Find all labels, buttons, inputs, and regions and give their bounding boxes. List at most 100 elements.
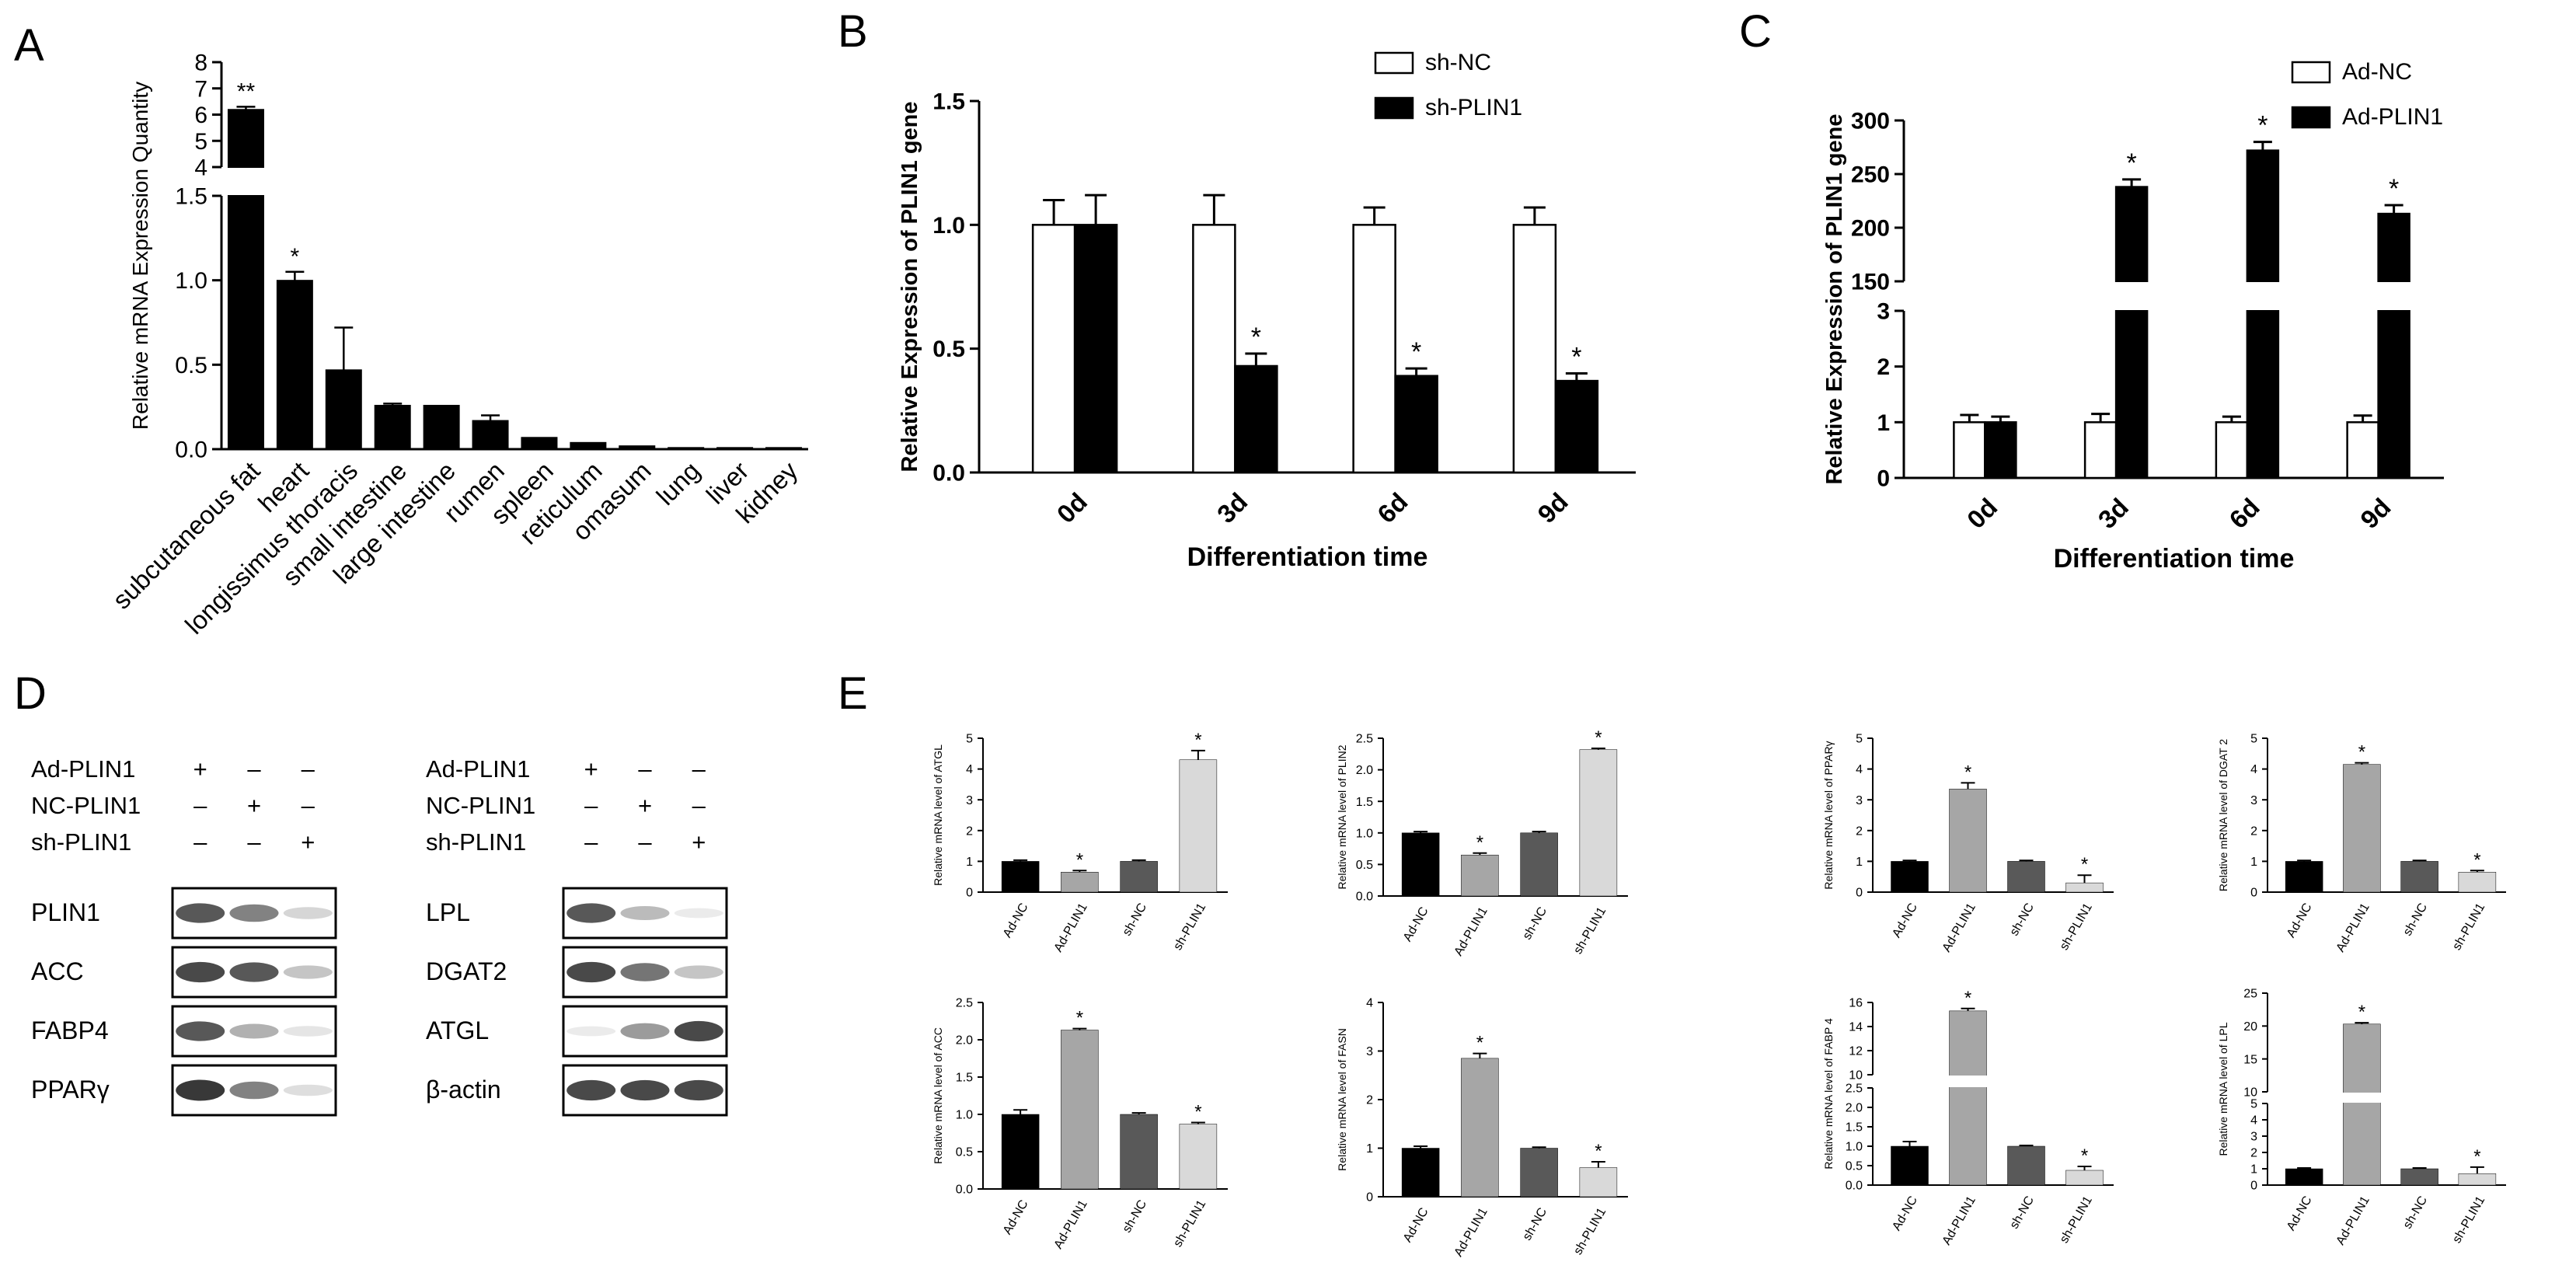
y-tick-label: 3 (1856, 794, 1863, 807)
significance-marker: * (1964, 762, 1971, 783)
y-tick-label: 2 (1877, 354, 1890, 380)
protein-label: PPARγ (31, 1076, 110, 1103)
y-tick-label: 4 (2250, 763, 2257, 776)
y-tick-label: 3 (1366, 1045, 1373, 1058)
y-tick-label: 1.0 (1846, 1141, 1863, 1154)
y-tick-label: 0 (1856, 887, 1863, 900)
y-tick-label: 2 (966, 825, 973, 838)
y-tick-label: 4 (1856, 763, 1863, 776)
y-axis-label: Relative mRNA level of ATGL (932, 744, 944, 886)
x-tick-label: Ad-NC (1890, 901, 1920, 940)
x-tick-label: Ad-PLIN1 (2334, 1194, 2372, 1247)
blot-band (229, 904, 279, 922)
significance-marker: * (1964, 988, 1971, 1009)
condition-mark: + (301, 828, 315, 856)
bar-ad-nc (1001, 861, 1040, 893)
blot-band (229, 962, 279, 982)
significance-marker: * (2358, 1002, 2365, 1023)
bar-3d-s1 (1234, 364, 1278, 474)
y-tick-label: 12 (1849, 1045, 1863, 1058)
x-axis-label: Differentiation time (1187, 542, 1428, 572)
panel-letter-e: E (838, 668, 868, 719)
y-tick-label: 4 (194, 155, 207, 181)
x-tick-label: Ad-PLIN1 (1940, 901, 1978, 954)
bar-ad-plin1 (1461, 1058, 1499, 1198)
bar-sh-plin1 (2065, 882, 2104, 893)
y-tick-label: 7 (194, 76, 207, 102)
chart-e-atgl: 0 1 2 3 4 5 Relative mRNA level of ATGL Ad-NC * A… (932, 730, 1228, 954)
panel-letter-a: A (14, 20, 44, 71)
y-tick-label: 1.0 (956, 1109, 973, 1122)
blot-band (674, 1020, 723, 1042)
x-tick-label: Ad-NC (2285, 1194, 2315, 1233)
axis-break-gap (1905, 282, 2445, 310)
legend-label: Ad-NC (2342, 59, 2412, 85)
blot-band (566, 1026, 616, 1037)
y-tick-label: 0.5 (932, 336, 965, 362)
significance-marker: * (2257, 111, 2268, 141)
x-tick-label: Ad-PLIN1 (1452, 905, 1490, 958)
blot-band (176, 1079, 225, 1101)
x-tick-label: 9d (2355, 493, 2396, 534)
x-tick-label: Ad-NC (2285, 901, 2315, 940)
y-tick-label: 4 (1366, 997, 1373, 1010)
y-tick-label: 2.5 (1846, 1083, 1863, 1096)
y-tick-label: 0.0 (956, 1184, 973, 1197)
protein-label: β-actin (426, 1076, 501, 1103)
bar-ad-plin1 (1949, 1010, 1987, 1186)
x-tick-label: sh-PLIN1 (1571, 1205, 1609, 1257)
bar-ad-plin1 (2343, 764, 2381, 893)
panel-letter-b: B (838, 6, 868, 57)
bar-sh-nc (1120, 861, 1158, 893)
protein-label: PLIN1 (31, 898, 100, 926)
condition-mark: + (584, 755, 598, 783)
condition-mark: – (193, 792, 207, 819)
x-tick-label: sh-NC (2401, 901, 2430, 939)
blot-band (674, 965, 723, 979)
bar-9d-s1 (2377, 212, 2410, 479)
bar-sh-nc (2007, 861, 2045, 893)
blot-band (620, 905, 670, 921)
significance-marker: * (1595, 1141, 1602, 1162)
y-tick-label: 15 (2243, 1053, 2257, 1066)
y-tick-label: 0.5 (956, 1146, 973, 1159)
blot-band (620, 963, 670, 981)
y-tick-label: 1.0 (175, 268, 207, 294)
y-tick-label: 3 (2250, 794, 2257, 807)
chart-e-plin2: 0.0 0.5 1.0 1.5 2.0 2.5 Relative mRNA level of… (1336, 727, 1628, 958)
bar-rumen (472, 420, 509, 450)
significance-marker: * (1194, 1102, 1201, 1123)
condition-label: NC-PLIN1 (426, 792, 535, 819)
bar-sh-nc (2400, 1168, 2438, 1186)
y-tick-label: 1.0 (932, 213, 965, 239)
y-tick-label: 1 (2250, 856, 2257, 869)
bar-sh-plin1 (1579, 749, 1618, 897)
y-tick-label: 2 (1366, 1094, 1373, 1107)
y-tick-label: 2.5 (956, 997, 973, 1010)
condition-label: Ad-PLIN1 (426, 755, 530, 783)
y-tick-label: 25 (2243, 988, 2257, 1001)
x-tick-label: Ad-PLIN1 (2334, 901, 2372, 954)
y-tick-label: 0.5 (1846, 1160, 1863, 1173)
y-tick-label: 0.0 (1356, 891, 1373, 904)
y-tick-label: 5 (194, 129, 207, 155)
blot-band (620, 1079, 670, 1101)
bar-small-intestine (374, 404, 411, 450)
chart-e-pparg: 0 1 2 3 4 5 Relative mRNA level of PPARγ Ad-NC *… (1822, 733, 2114, 954)
y-tick-label: 300 (1851, 109, 1890, 134)
y-tick-label: 3 (966, 794, 973, 807)
bar-sh-nc (1120, 1114, 1158, 1190)
y-tick-label: 2 (2250, 825, 2257, 838)
x-tick-label: 6d (1372, 487, 1413, 528)
x-tick-label: Ad-PLIN1 (1051, 901, 1089, 954)
blot-band (620, 1023, 670, 1040)
western-blot-left: Ad-PLIN1 + – – NC-PLIN1 – + – sh-PLIN1 – – + PLIN1 AC… (31, 755, 337, 1117)
condition-mark: – (692, 755, 706, 783)
significance-marker: ** (237, 78, 256, 104)
y-tick-label: 0.5 (175, 353, 207, 378)
condition-label: Ad-PLIN1 (31, 755, 135, 783)
bar-sh-plin1 (2458, 1173, 2497, 1186)
y-tick-label: 6 (194, 103, 207, 128)
y-tick-label: 5 (2250, 733, 2257, 746)
